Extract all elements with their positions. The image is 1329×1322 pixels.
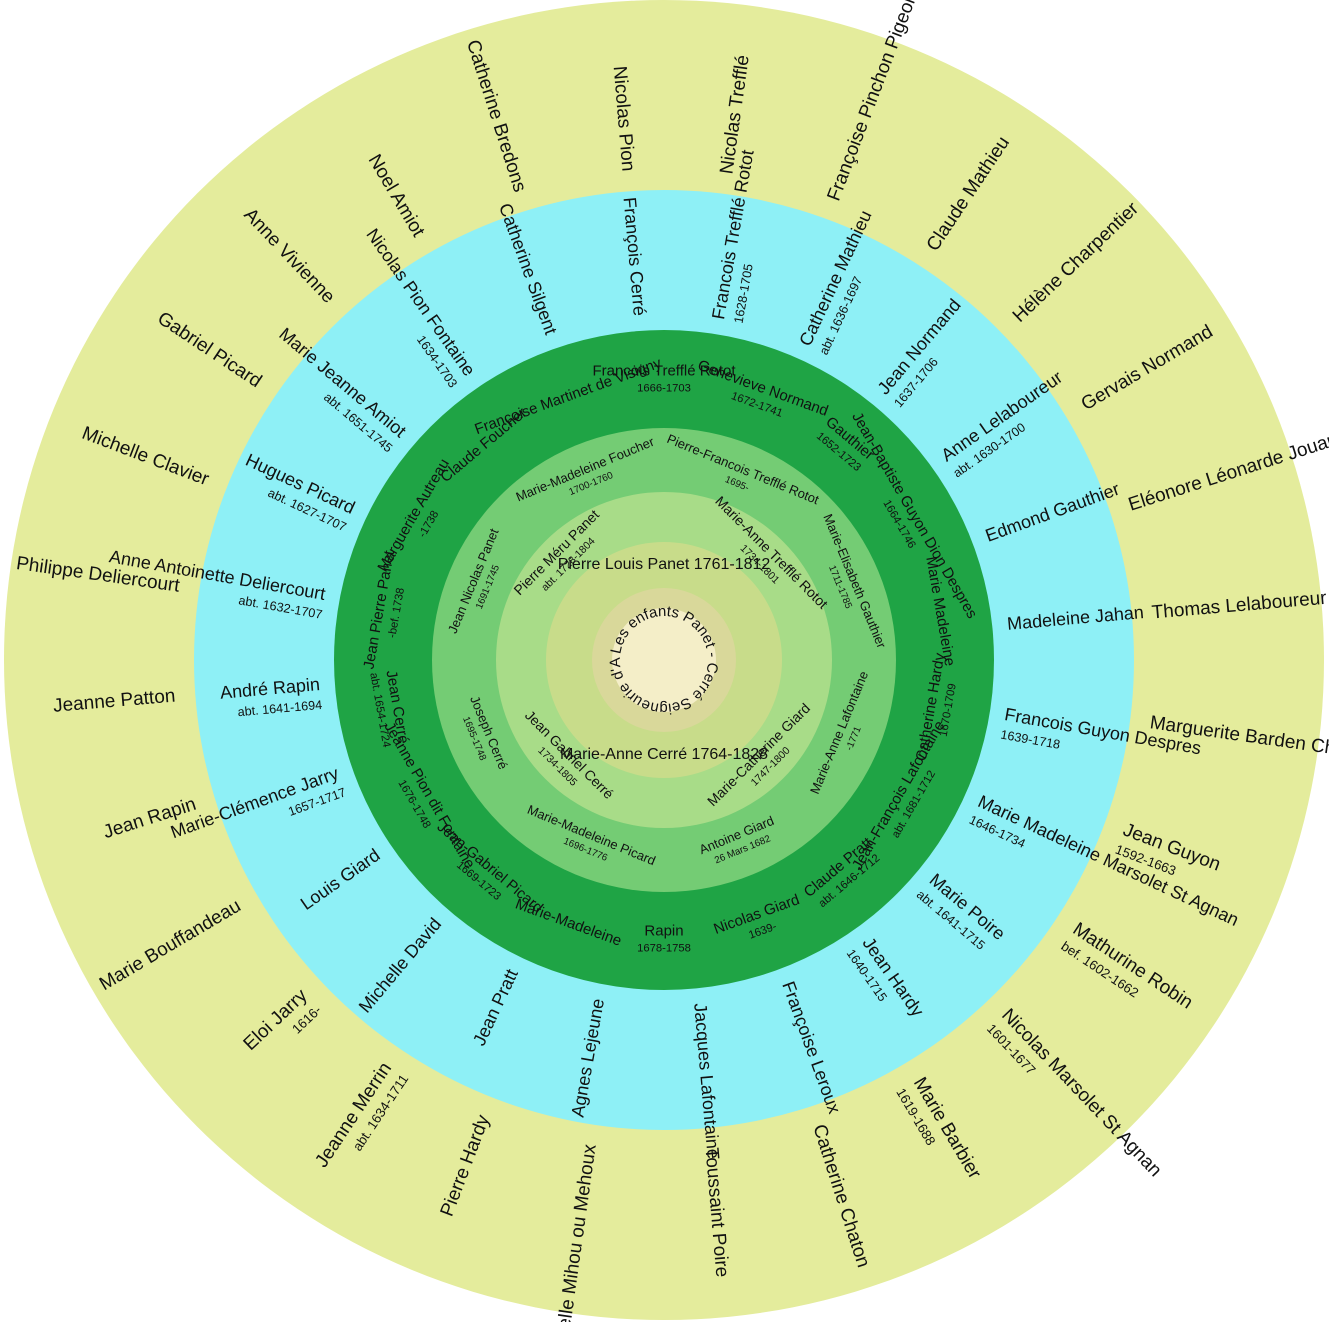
child-2: Marie-Anne Cerré 1764-1828 bbox=[560, 746, 768, 763]
center-disc bbox=[612, 608, 716, 712]
child-1: Pierre Louis Panet 1761-1812 bbox=[558, 556, 771, 573]
child-1-name: Pierre Louis Panet 1761-1812 bbox=[558, 556, 771, 573]
child-2-name: Marie-Anne Cerré 1764-1828 bbox=[560, 746, 768, 763]
great-grandparent-5-name: Francois Trefflé Rotot bbox=[592, 362, 736, 379]
great-grandparent-5-dates: 1666-1703 bbox=[637, 383, 691, 395]
great-grandparent-14: Rapin 1678-1758 bbox=[637, 922, 691, 954]
generation-rings bbox=[4, 0, 1324, 1320]
great-grandparent-14-name: Rapin bbox=[644, 922, 683, 939]
great-grandparent-5: Francois Trefflé Rotot 1666-1703 bbox=[592, 362, 736, 394]
great-grandparent-14-dates: 1678-1758 bbox=[637, 943, 691, 955]
